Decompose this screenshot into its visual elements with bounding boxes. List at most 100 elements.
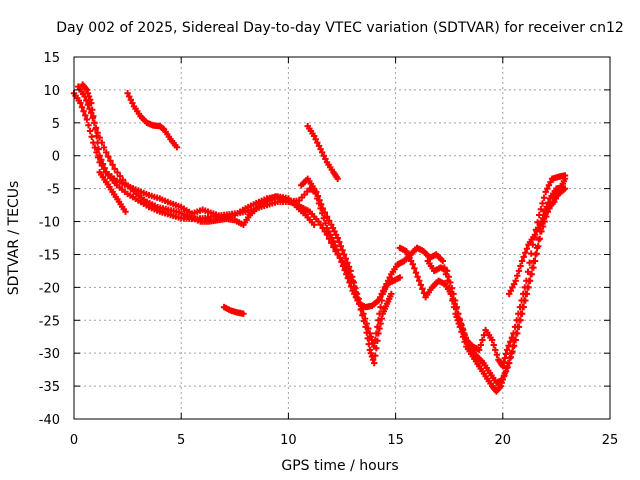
- y-tick-label: 0: [52, 150, 60, 165]
- data-point: [363, 329, 370, 336]
- data-point: [458, 322, 465, 329]
- data-point: [517, 262, 524, 270]
- data-point: [509, 348, 516, 355]
- data-point: [111, 165, 118, 173]
- data-point: [312, 136, 319, 143]
- data-point: [524, 268, 532, 275]
- data-point: [518, 297, 525, 304]
- data-point: [89, 106, 96, 113]
- data-point: [507, 287, 514, 294]
- data-point: [509, 284, 516, 291]
- data-point: [88, 99, 95, 107]
- data-point: [455, 310, 462, 317]
- data-point: [338, 258, 345, 266]
- data-point: [317, 221, 324, 228]
- data-point: [554, 192, 561, 199]
- data-point: [365, 340, 372, 348]
- data-point: [322, 220, 329, 227]
- data-point: [512, 277, 519, 284]
- data-point: [329, 224, 337, 232]
- data-point: [383, 280, 390, 288]
- data-point: [374, 337, 381, 344]
- x-tick-label: 0: [70, 433, 78, 448]
- data-point: [551, 198, 558, 205]
- y-tick-label: -15: [39, 248, 60, 263]
- data-point: [344, 259, 351, 266]
- data-point: [78, 104, 86, 111]
- data-point: [510, 330, 517, 337]
- data-point: [520, 290, 527, 298]
- data-point: [541, 211, 548, 219]
- data-point: [521, 284, 528, 291]
- data-point: [501, 372, 508, 379]
- data-point: [94, 129, 101, 136]
- data-point: [362, 323, 369, 331]
- series-track-7: [304, 122, 341, 182]
- data-point: [376, 325, 383, 332]
- data-point: [77, 99, 84, 107]
- data-point: [336, 254, 344, 261]
- data-point: [319, 149, 326, 156]
- data-point: [86, 127, 94, 135]
- data-point: [505, 342, 512, 349]
- data-point: [369, 356, 377, 363]
- data-point: [339, 262, 347, 270]
- axis-ticks: [73, 56, 611, 420]
- data-point: [388, 290, 395, 298]
- data-point: [526, 259, 533, 266]
- data-point: [101, 164, 108, 172]
- data-point: [346, 279, 353, 286]
- data-point: [561, 175, 569, 182]
- series-track-4: [96, 169, 129, 215]
- y-tick-label: -10: [39, 216, 60, 231]
- data-point: [555, 188, 563, 196]
- data-point: [522, 249, 529, 256]
- data-point: [386, 274, 393, 281]
- data-point: [377, 320, 384, 327]
- x-tick-label: 25: [602, 433, 619, 448]
- data-point: [501, 354, 509, 362]
- data-point: [342, 255, 349, 262]
- series-track-10: [424, 172, 569, 370]
- plot-frame: [73, 56, 611, 420]
- data-point: [325, 228, 332, 235]
- data-point: [83, 116, 91, 123]
- data-point: [528, 271, 535, 278]
- data-points: [70, 81, 569, 395]
- data-point: [376, 294, 384, 301]
- data-point: [320, 152, 327, 159]
- data-point: [499, 376, 506, 383]
- data-point: [375, 330, 382, 337]
- data-point: [335, 250, 342, 257]
- data-point: [373, 345, 380, 352]
- data-point: [343, 271, 350, 278]
- data-point: [510, 342, 518, 349]
- data-point: [520, 253, 527, 261]
- data-point: [544, 185, 551, 192]
- data-point: [320, 215, 327, 222]
- data-point: [315, 200, 323, 207]
- data-point: [341, 266, 348, 274]
- data-point: [351, 290, 358, 298]
- series-track-5: [124, 90, 181, 151]
- data-point: [503, 346, 511, 354]
- data-point: [317, 205, 324, 212]
- data-point: [340, 251, 348, 258]
- data-point: [359, 312, 366, 319]
- data-point: [240, 310, 247, 317]
- data-point: [354, 297, 361, 304]
- data-point: [448, 285, 456, 292]
- data-point: [456, 317, 464, 324]
- data-point: [409, 261, 416, 268]
- data-point: [416, 277, 423, 284]
- data-point: [507, 354, 514, 361]
- series-track-6: [220, 303, 247, 317]
- data-point: [511, 323, 519, 331]
- x-tick-label: 15: [387, 433, 404, 448]
- data-point: [533, 250, 540, 257]
- y-tick-label: 15: [43, 51, 60, 66]
- data-point: [414, 273, 421, 280]
- data-point: [100, 144, 108, 151]
- data-point: [477, 341, 484, 349]
- y-tick-label: -30: [39, 347, 60, 362]
